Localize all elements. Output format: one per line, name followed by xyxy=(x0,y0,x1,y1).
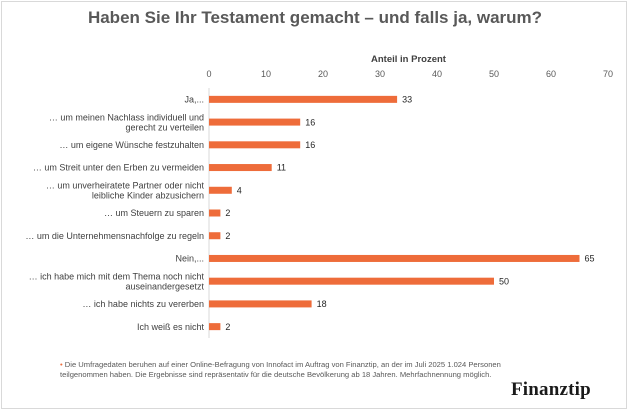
x-tick-label: 30 xyxy=(375,69,385,79)
bar xyxy=(209,254,580,262)
footnote: • Die Umfragedaten beruhen auf einer Onl… xyxy=(60,360,530,380)
category-label: Ja,... xyxy=(184,95,204,105)
bar-value-label: 11 xyxy=(277,163,286,173)
bar xyxy=(209,277,494,285)
category-label: leibliche Kinder abzusichern xyxy=(92,190,204,200)
chart-title: Haben Sie Ihr Testament gemacht – und fa… xyxy=(87,8,543,27)
bar xyxy=(209,186,232,194)
bar-value-label: 65 xyxy=(585,254,595,264)
x-tick-label: 20 xyxy=(318,69,328,79)
category-label: Nein,... xyxy=(175,254,204,264)
category-label: … um Streit unter den Erben zu vermeiden xyxy=(33,163,204,173)
bar-value-label: 16 xyxy=(305,117,315,127)
bar xyxy=(209,232,221,240)
category-label: … um eigene Wünsche festzuhalten xyxy=(59,140,204,150)
bar-value-label: 33 xyxy=(402,95,412,105)
bar xyxy=(209,323,221,331)
x-tick-label: 60 xyxy=(546,69,556,79)
footnote-bullet: • xyxy=(60,360,63,369)
bar xyxy=(209,141,301,149)
bar-value-label: 2 xyxy=(225,208,230,218)
category-label: … ich habe mich mit dem Thema noch nicht xyxy=(29,271,205,281)
bar xyxy=(209,118,301,126)
category-label: … um unverheiratete Partner oder nicht xyxy=(46,180,205,190)
category-label: auseinandergesetzt xyxy=(125,281,204,291)
category-label: … um die Unternehmensnachfolge zu regeln xyxy=(25,231,204,241)
category-label: gerecht zu verteilen xyxy=(125,122,204,132)
footnote-text: Die Umfragedaten beruhen auf einer Onlin… xyxy=(60,360,501,379)
bar xyxy=(209,209,221,217)
category-label: … um meinen Nachlass individuell und xyxy=(49,112,204,122)
bar-value-label: 2 xyxy=(225,231,230,241)
category-label: … ich habe nichts zu vererben xyxy=(82,299,204,309)
x-tick-label: 0 xyxy=(206,69,211,79)
bar xyxy=(209,95,398,103)
bar-value-label: 2 xyxy=(225,322,230,332)
bar-value-label: 4 xyxy=(237,185,242,195)
x-tick-label: 40 xyxy=(432,69,442,79)
bar-value-label: 18 xyxy=(317,299,327,309)
bar xyxy=(209,300,312,308)
finanztip-logo: Finanztip xyxy=(511,379,591,400)
x-tick-label: 10 xyxy=(261,69,271,79)
bar-value-label: 50 xyxy=(499,276,509,286)
x-axis-title: Anteil in Prozent xyxy=(371,54,447,65)
category-label: Ich weiß es nicht xyxy=(137,322,205,332)
x-tick-label: 50 xyxy=(489,69,499,79)
x-tick-label: 70 xyxy=(603,69,613,79)
bar-value-label: 16 xyxy=(305,140,315,150)
category-label: … um Steuern zu sparen xyxy=(104,208,204,218)
bar xyxy=(209,164,272,172)
